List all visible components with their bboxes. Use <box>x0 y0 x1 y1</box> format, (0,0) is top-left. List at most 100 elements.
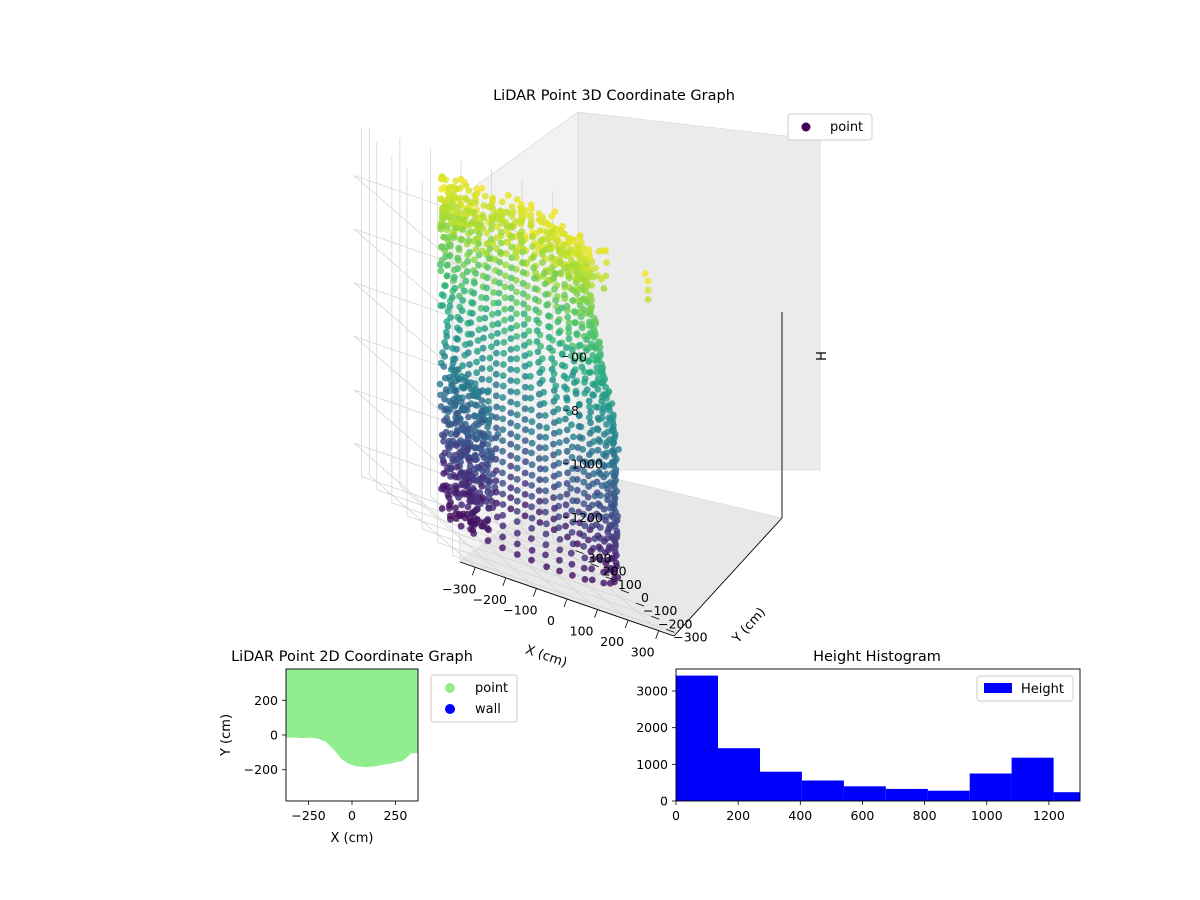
data-point <box>497 239 505 247</box>
data-point <box>441 374 449 382</box>
data-point <box>575 423 583 430</box>
data-point <box>469 299 477 307</box>
data-point <box>492 467 500 474</box>
data-point <box>462 194 470 202</box>
data-point <box>440 459 448 467</box>
data-point <box>521 416 529 423</box>
x-tick-label-2d: 0 <box>348 808 356 823</box>
data-point <box>478 407 486 415</box>
y-tick-label-histogram: 0 <box>660 794 668 809</box>
data-point <box>472 270 480 277</box>
data-point <box>602 383 610 391</box>
data-point <box>508 274 515 282</box>
data-point <box>602 560 610 567</box>
data-point <box>527 211 535 219</box>
data-point <box>507 388 515 395</box>
data-point <box>548 264 556 272</box>
data-point <box>507 462 515 470</box>
data-point <box>606 436 614 443</box>
data-point <box>478 397 486 404</box>
data-point <box>475 326 483 334</box>
data-point <box>543 301 551 309</box>
data-point <box>610 483 618 491</box>
data-point <box>442 282 449 290</box>
data-point <box>608 501 615 508</box>
data-point <box>484 398 492 405</box>
data-point <box>442 343 450 351</box>
data-point <box>478 365 486 372</box>
data-point <box>479 430 487 437</box>
data-point <box>492 434 500 442</box>
data-point <box>513 299 520 307</box>
data-point <box>513 529 521 537</box>
data-point <box>530 264 537 272</box>
data-point <box>562 522 569 530</box>
data-point <box>556 439 563 446</box>
data-point <box>465 237 472 245</box>
data-point <box>477 304 485 312</box>
data-point <box>562 512 570 519</box>
data-point <box>606 479 614 486</box>
data-point <box>588 576 596 584</box>
y-tick-mark <box>651 615 660 620</box>
data-point <box>503 238 510 246</box>
data-point <box>486 245 494 253</box>
data-point <box>513 551 521 558</box>
data-point <box>591 381 598 389</box>
data-point <box>602 442 610 449</box>
data-point <box>452 377 460 385</box>
data-point <box>438 291 446 298</box>
data-point <box>595 375 602 383</box>
data-point <box>601 391 609 399</box>
data-point <box>451 284 459 292</box>
data-point <box>557 227 565 235</box>
data-point <box>586 440 594 448</box>
data-point <box>469 473 476 481</box>
data-point <box>590 470 598 478</box>
y-tick-label-2d: −200 <box>244 762 278 777</box>
data-point <box>507 335 515 342</box>
data-point <box>452 366 460 374</box>
data-point <box>443 333 451 340</box>
data-point <box>527 372 534 380</box>
data-point <box>561 291 568 299</box>
data-point <box>591 264 599 272</box>
y-tick-label: 100 <box>618 577 642 592</box>
data-point <box>586 329 594 337</box>
data-point <box>494 309 502 317</box>
data-point <box>470 289 478 297</box>
data-point <box>528 418 536 426</box>
data-point <box>453 463 460 471</box>
data-point <box>497 207 504 215</box>
data-point <box>565 249 572 256</box>
data-point <box>544 312 552 320</box>
data-point <box>586 310 594 318</box>
data-point <box>551 286 558 293</box>
data-point <box>608 447 616 455</box>
data-point <box>518 217 526 225</box>
data-point <box>596 338 603 346</box>
data-point <box>453 442 461 450</box>
data-point <box>535 210 543 218</box>
data-point <box>507 398 515 406</box>
data-point <box>501 316 508 324</box>
data-point <box>457 175 465 183</box>
data-point <box>440 470 448 477</box>
data-point <box>489 194 496 202</box>
data-point <box>480 334 487 342</box>
data-point <box>458 421 466 429</box>
data-point <box>535 487 543 494</box>
data-point <box>584 493 592 501</box>
data-point <box>481 314 489 322</box>
data-point <box>477 221 485 229</box>
data-point <box>493 424 500 432</box>
data-point <box>537 237 545 245</box>
data-point <box>474 337 482 344</box>
data-point <box>521 469 529 477</box>
data-point <box>438 505 446 512</box>
data-point <box>556 567 563 575</box>
x-tick-label-histogram: 1000 <box>971 808 1003 823</box>
data-point <box>580 276 587 283</box>
y-tick-label: −300 <box>673 629 707 644</box>
